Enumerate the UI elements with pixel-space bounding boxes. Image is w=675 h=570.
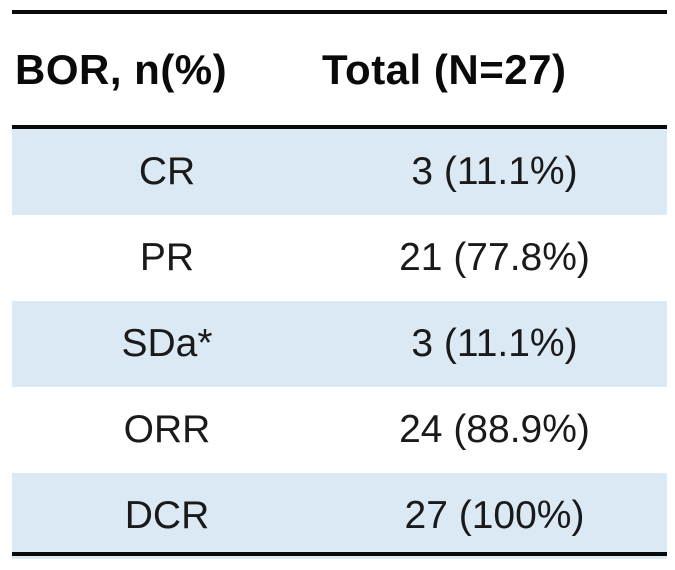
table-row: ORR 24 (88.9%)	[12, 387, 667, 473]
top-rule	[12, 10, 667, 14]
bottom-rule	[12, 552, 667, 556]
table-row: PR 21 (77.8%)	[12, 215, 667, 301]
table-row: CR 3 (11.1%)	[12, 129, 667, 215]
row-value: 24 (88.9%)	[399, 408, 590, 451]
table-header: BOR, n(%) Total (N=27)	[12, 14, 667, 125]
table-row: DCR 27 (100%)	[12, 473, 667, 559]
row-value: 21 (77.8%)	[399, 236, 590, 279]
row-label: PR	[139, 236, 195, 279]
row-value: 27 (100%)	[404, 494, 585, 537]
row-value: 3 (11.1%)	[411, 150, 578, 193]
header-col-bor: BOR, n(%)	[15, 45, 228, 93]
header-rule	[12, 125, 667, 129]
header-col-total: Total (N=27)	[322, 45, 567, 93]
row-label: DCR	[124, 494, 210, 537]
row-label: ORR	[123, 408, 211, 451]
table-row: SDa* 3 (11.1%)	[12, 301, 667, 387]
results-table: BOR, n(%) Total (N=27) CR 3 (11.1%) PR 2…	[12, 10, 667, 559]
row-label: CR	[138, 150, 196, 193]
row-value: 3 (11.1%)	[411, 322, 578, 365]
row-label: SDa*	[121, 322, 213, 365]
